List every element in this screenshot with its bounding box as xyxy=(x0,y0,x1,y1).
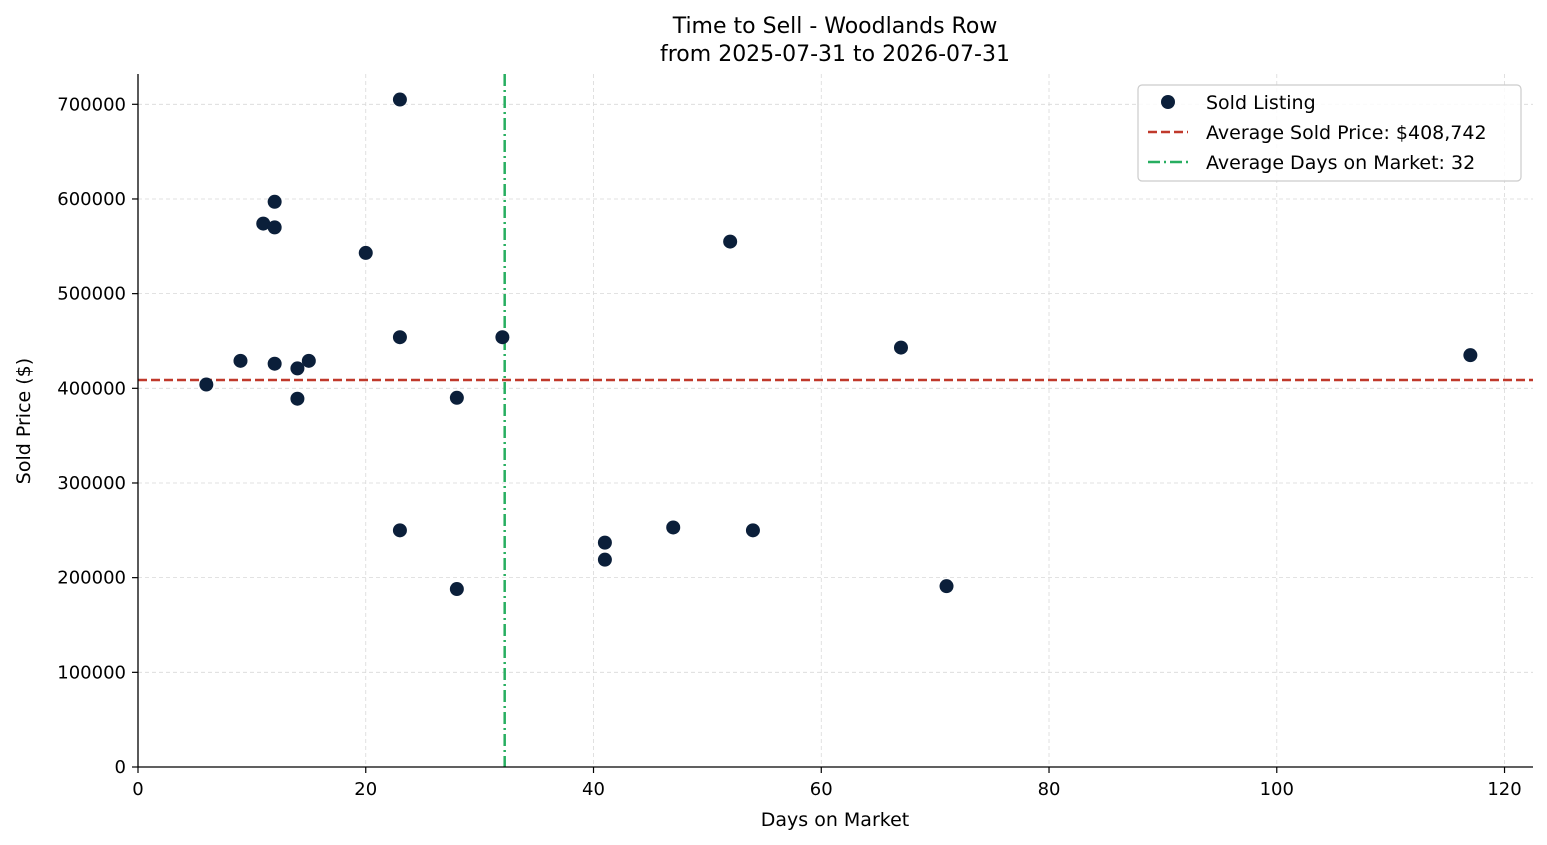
data-point xyxy=(666,520,681,535)
x-tick-label: 40 xyxy=(582,779,605,800)
data-point xyxy=(267,194,282,209)
chart-subtitle: from 2025-07-31 to 2026-07-31 xyxy=(660,42,1010,67)
data-point xyxy=(597,552,612,567)
x-tick-label: 80 xyxy=(1038,779,1061,800)
data-point xyxy=(233,353,248,368)
y-tick-label: 600000 xyxy=(57,189,126,210)
data-point xyxy=(597,535,612,550)
data-point xyxy=(893,340,908,355)
x-tick-label: 20 xyxy=(354,779,377,800)
data-point xyxy=(449,582,464,597)
legend-box xyxy=(1137,84,1522,182)
data-point xyxy=(267,356,282,371)
data-point xyxy=(290,391,305,406)
data-point xyxy=(449,390,464,405)
data-point xyxy=(290,361,305,376)
y-tick-label: 0 xyxy=(115,757,126,778)
data-point xyxy=(745,523,760,538)
y-tick-label: 200000 xyxy=(57,568,126,589)
data-point xyxy=(495,330,510,345)
legend-label-sold-listing: Sold Listing xyxy=(1206,92,1316,114)
data-point xyxy=(392,523,407,538)
chart-title: Time to Sell - Woodlands Row xyxy=(672,14,998,39)
data-point xyxy=(392,330,407,345)
data-point xyxy=(392,92,407,107)
data-point xyxy=(199,377,214,392)
data-point xyxy=(1463,348,1478,363)
reference-lines xyxy=(138,74,1533,767)
y-tick-label: 700000 xyxy=(57,94,126,115)
data-point xyxy=(723,234,738,249)
x-tick-label: 120 xyxy=(1487,779,1521,800)
data-point xyxy=(301,353,316,368)
data-point xyxy=(358,245,373,260)
x-tick-label: 60 xyxy=(810,779,833,800)
x-axis-label: Days on Market xyxy=(761,809,909,831)
legend: Sold Listing Average Sold Price: $408,74… xyxy=(1137,84,1522,182)
x-tick-label: 100 xyxy=(1260,779,1294,800)
data-point xyxy=(939,579,954,594)
data-point xyxy=(256,216,271,231)
y-axis-label: Sold Price ($) xyxy=(13,358,35,484)
data-points xyxy=(199,92,1478,597)
grid-lines xyxy=(138,74,1533,767)
y-tick-label: 300000 xyxy=(57,473,126,494)
legend-label-avg-price: Average Sold Price: $408,742 xyxy=(1206,122,1487,144)
y-tick-label: 100000 xyxy=(57,662,126,683)
y-tick-label: 500000 xyxy=(57,284,126,305)
y-tick-label: 400000 xyxy=(57,378,126,399)
data-point xyxy=(267,220,282,235)
x-tick-label: 0 xyxy=(132,779,143,800)
legend-label-avg-days: Average Days on Market: 32 xyxy=(1206,152,1475,174)
legend-marker-sold-listing xyxy=(1161,95,1175,109)
axes: 0 20 40 60 80 100 120 0 100000 200000 300000 400000… xyxy=(57,74,1533,800)
